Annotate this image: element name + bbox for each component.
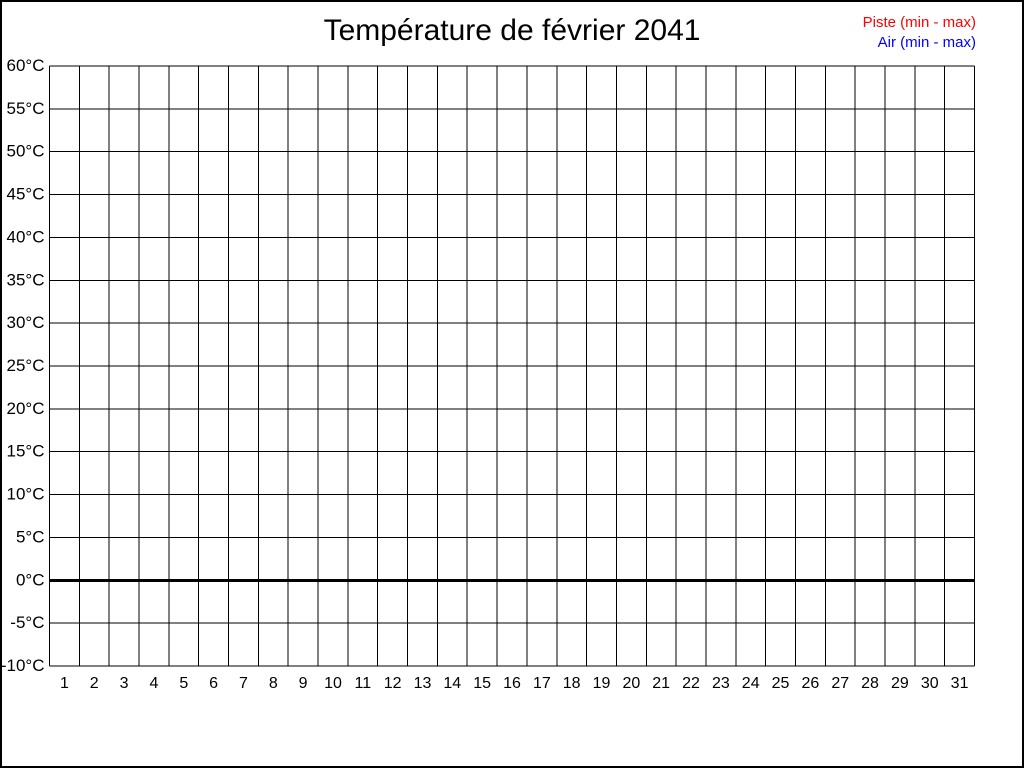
svg-text:24: 24 [742, 675, 760, 692]
svg-text:30°C: 30°C [7, 313, 45, 332]
svg-text:8: 8 [269, 675, 278, 692]
svg-text:35°C: 35°C [7, 270, 45, 289]
svg-text:60°C: 60°C [7, 56, 45, 75]
svg-text:19: 19 [593, 675, 611, 692]
svg-text:16: 16 [503, 675, 521, 692]
svg-text:14: 14 [443, 675, 461, 692]
svg-text:5: 5 [179, 675, 188, 692]
svg-text:20°C: 20°C [7, 399, 45, 418]
svg-text:2: 2 [90, 675, 99, 692]
svg-text:4: 4 [149, 675, 158, 692]
svg-text:23: 23 [712, 675, 730, 692]
svg-text:10: 10 [324, 675, 342, 692]
svg-text:21: 21 [652, 675, 670, 692]
svg-text:7: 7 [239, 675, 248, 692]
svg-text:1: 1 [60, 675, 69, 692]
svg-text:20: 20 [622, 675, 640, 692]
svg-text:25: 25 [772, 675, 790, 692]
svg-text:0°C: 0°C [16, 570, 45, 589]
svg-text:25°C: 25°C [7, 356, 45, 375]
svg-text:28: 28 [861, 675, 879, 692]
svg-text:10°C: 10°C [7, 485, 45, 504]
svg-text:11: 11 [355, 675, 372, 692]
svg-text:-10°C: -10°C [1, 656, 45, 675]
svg-text:15°C: 15°C [7, 442, 45, 461]
svg-text:12: 12 [384, 675, 402, 692]
svg-text:3: 3 [120, 675, 129, 692]
svg-text:26: 26 [801, 675, 819, 692]
svg-text:55°C: 55°C [7, 99, 45, 118]
svg-text:45°C: 45°C [7, 185, 45, 204]
svg-text:18: 18 [563, 675, 581, 692]
svg-text:30: 30 [921, 675, 939, 692]
svg-text:22: 22 [682, 675, 700, 692]
svg-text:6: 6 [209, 675, 218, 692]
svg-text:31: 31 [951, 675, 969, 692]
svg-text:13: 13 [414, 675, 432, 692]
svg-text:5°C: 5°C [16, 527, 45, 546]
svg-text:9: 9 [299, 675, 308, 692]
svg-text:17: 17 [533, 675, 551, 692]
svg-text:40°C: 40°C [7, 227, 45, 246]
svg-text:-5°C: -5°C [10, 613, 44, 632]
svg-text:27: 27 [831, 675, 849, 692]
svg-text:29: 29 [891, 675, 909, 692]
svg-text:50°C: 50°C [7, 142, 45, 161]
svg-text:15: 15 [473, 675, 491, 692]
